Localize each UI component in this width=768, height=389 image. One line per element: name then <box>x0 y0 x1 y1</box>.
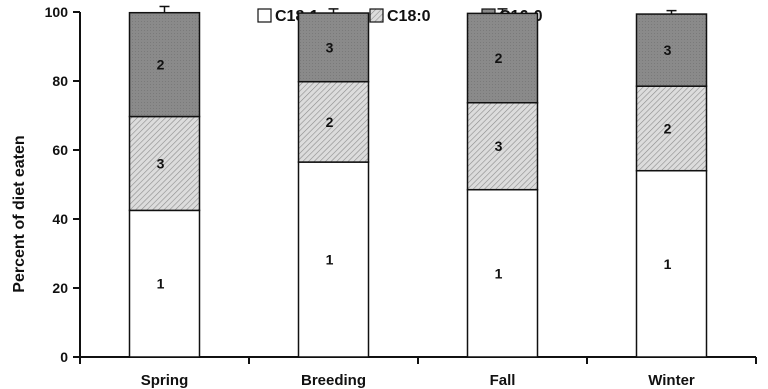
legend-swatch-c18-1 <box>257 8 272 23</box>
y-tick-label: 0 <box>60 349 68 365</box>
bar-segment-c18-0 <box>466 101 539 191</box>
x-category-label: Winter <box>648 372 695 389</box>
segment-rank-label: 3 <box>664 42 672 58</box>
segment-rank-label: 1 <box>495 265 503 281</box>
bar-segment-c16-0 <box>466 12 539 104</box>
bar-segment-c18-1 <box>466 188 539 358</box>
bar-segment-c18-0 <box>128 115 201 212</box>
segment-rank-label: 2 <box>495 50 503 66</box>
segment-rank-label: 3 <box>157 155 165 171</box>
segment-rank-label: 2 <box>664 120 672 136</box>
bar-segment-c18-1 <box>635 169 708 358</box>
x-category-label: Breeding <box>301 372 366 389</box>
bar-segment-c18-1 <box>297 161 370 358</box>
plot-area: 0 20 40 60 80 100 1 3 2 Spring 1 2 3 Breeding 1 3 2 Fall 1… <box>45 4 757 389</box>
y-tick-label: 60 <box>52 142 68 158</box>
bar-segment-c18-0 <box>635 85 708 172</box>
legend-swatch-c18-0 <box>369 8 384 23</box>
segment-rank-label: 2 <box>326 114 334 130</box>
bar-segment-c16-0 <box>635 13 708 87</box>
segment-rank-label: 3 <box>326 39 334 55</box>
segment-rank-label: 3 <box>495 138 503 154</box>
bar-segment-c16-0 <box>297 12 370 83</box>
segment-rank-label: 1 <box>326 252 334 268</box>
y-tick-label: 80 <box>52 73 68 89</box>
bar-segment-c18-0 <box>297 80 370 163</box>
bar-segment-c16-0 <box>128 11 201 118</box>
bar-segment-c18-1 <box>128 209 201 358</box>
x-category-label: Spring <box>141 372 189 389</box>
x-category-label: Fall <box>490 372 516 389</box>
legend-label-c18-0: C18:0 <box>387 8 431 25</box>
y-tick-label: 100 <box>45 4 69 20</box>
y-axis-title: Percent of diet eaten <box>11 135 28 292</box>
segment-rank-label: 1 <box>664 256 672 272</box>
segment-rank-label: 2 <box>157 57 165 73</box>
y-tick-label: 40 <box>52 211 68 227</box>
segment-rank-label: 1 <box>157 276 165 292</box>
y-tick-label: 20 <box>52 280 68 296</box>
